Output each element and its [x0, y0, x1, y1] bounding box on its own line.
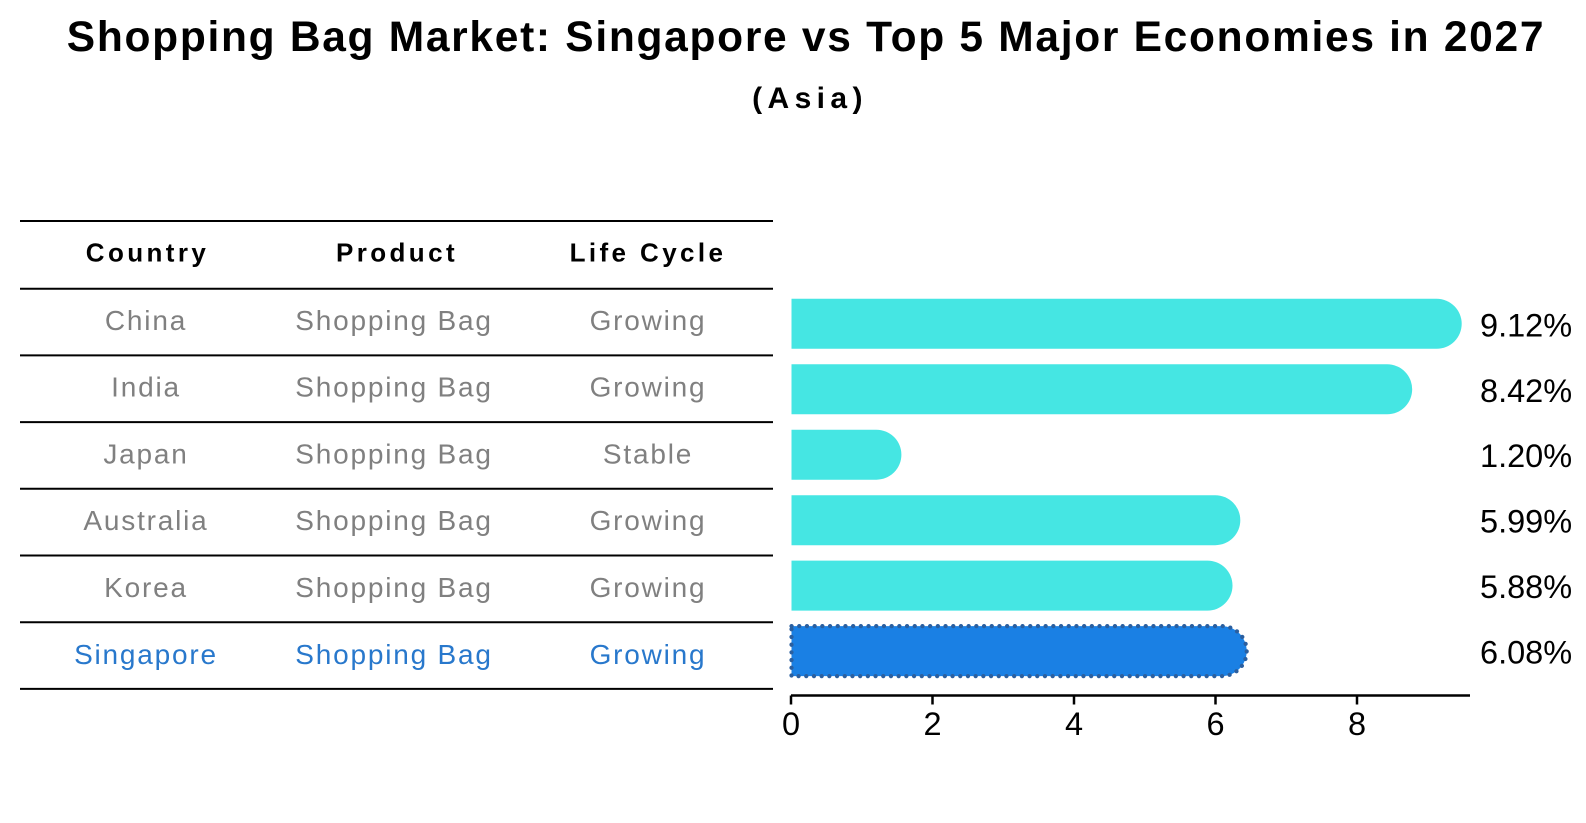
svg-text:6.08%: 6.08% — [1480, 635, 1572, 671]
svg-text:Korea: Korea — [104, 572, 188, 603]
svg-text:Shopping Bag: Shopping Bag — [295, 305, 493, 336]
svg-text:Japan: Japan — [103, 438, 188, 469]
svg-text:Growing: Growing — [590, 572, 707, 603]
svg-text:Growing: Growing — [590, 372, 707, 403]
svg-text:Singapore: Singapore — [74, 639, 218, 670]
svg-text:9.12%: 9.12% — [1480, 307, 1572, 343]
svg-text:Shopping Bag: Shopping Bag — [295, 372, 493, 403]
svg-text:Shopping Bag: Shopping Bag — [295, 639, 493, 670]
svg-text:Shopping Bag Market: Singapore: Shopping Bag Market: Singapore vs Top 5 … — [67, 14, 1545, 61]
svg-text:1.20%: 1.20% — [1480, 438, 1572, 474]
svg-text:2: 2 — [923, 706, 941, 742]
svg-text:Shopping Bag: Shopping Bag — [295, 505, 493, 536]
svg-text:Stable: Stable — [603, 438, 693, 469]
svg-text:4: 4 — [1065, 706, 1083, 742]
svg-text:Product: Product — [336, 238, 458, 268]
svg-text:Growing: Growing — [590, 305, 707, 336]
svg-text:Growing: Growing — [590, 505, 707, 536]
svg-text:8: 8 — [1348, 706, 1366, 742]
svg-text:8.42%: 8.42% — [1480, 373, 1572, 409]
svg-text:India: India — [111, 372, 181, 403]
svg-text:Australia: Australia — [83, 505, 208, 536]
svg-text:Shopping Bag: Shopping Bag — [295, 572, 493, 603]
svg-text:5.88%: 5.88% — [1480, 569, 1572, 605]
svg-text:(Asia): (Asia) — [752, 82, 868, 115]
svg-text:Growing: Growing — [590, 639, 707, 670]
svg-text:Life Cycle: Life Cycle — [570, 238, 727, 268]
svg-text:Shopping Bag: Shopping Bag — [295, 438, 493, 469]
svg-text:0: 0 — [782, 706, 800, 742]
svg-text:China: China — [105, 305, 187, 336]
svg-text:6: 6 — [1206, 706, 1224, 742]
svg-text:5.99%: 5.99% — [1480, 504, 1572, 540]
svg-text:Country: Country — [86, 238, 209, 268]
